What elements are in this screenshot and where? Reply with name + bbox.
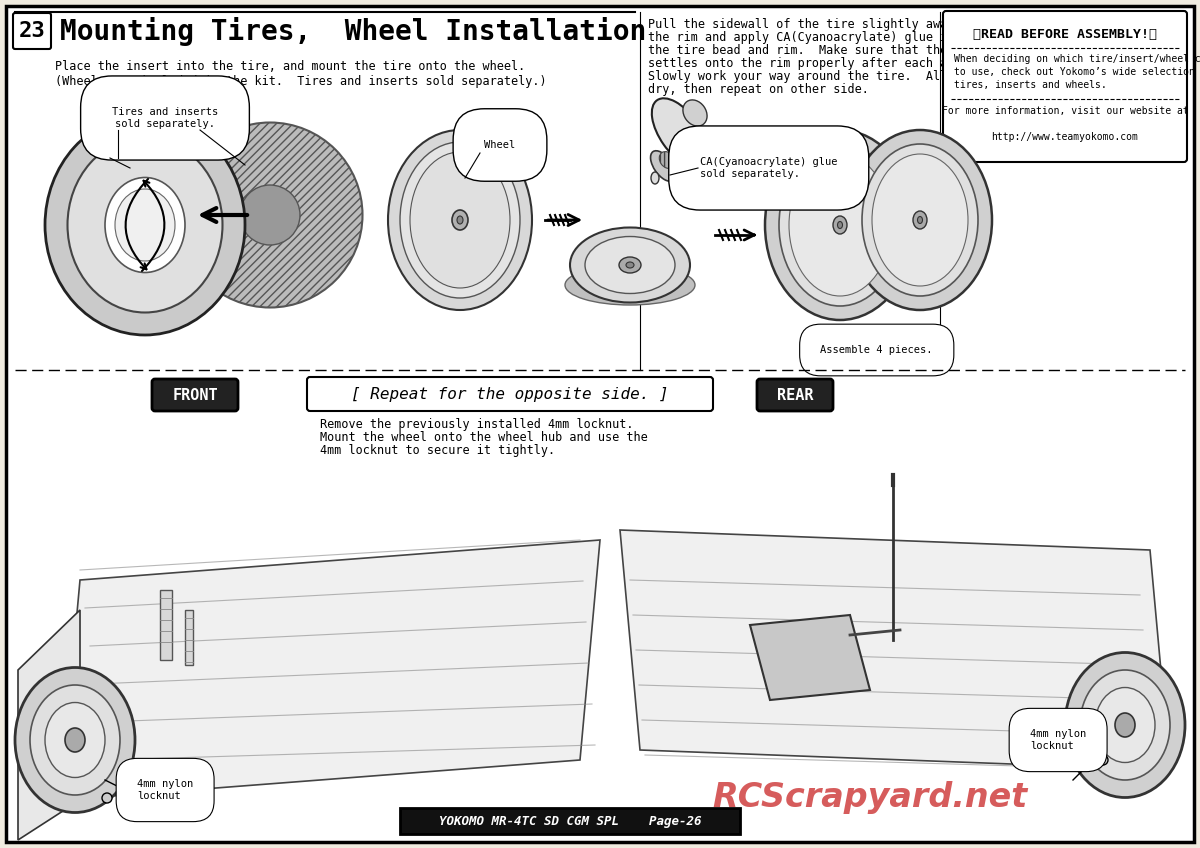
- Text: (Wheels are included in the kit.  Tires and inserts sold separately.): (Wheels are included in the kit. Tires a…: [55, 75, 547, 88]
- Text: [ Repeat for the opposite side. ]: [ Repeat for the opposite side. ]: [352, 388, 668, 403]
- Text: FRONT: FRONT: [172, 388, 218, 404]
- Polygon shape: [620, 530, 1170, 770]
- Ellipse shape: [1096, 688, 1154, 762]
- Ellipse shape: [838, 221, 842, 228]
- Text: YOKOMO MR-4TC SD CGM SPL    Page-26: YOKOMO MR-4TC SD CGM SPL Page-26: [439, 814, 701, 828]
- Ellipse shape: [30, 685, 120, 795]
- Bar: [160, 590, 172, 660]
- Text: settles onto the rim properly after each application.: settles onto the rim properly after each…: [648, 57, 1026, 70]
- Ellipse shape: [766, 130, 916, 320]
- Text: Slowly work your way around the tire.  Allow glue to: Slowly work your way around the tire. Al…: [648, 70, 1019, 83]
- Text: When deciding on which tire/insert/wheel combination: When deciding on which tire/insert/wheel…: [954, 54, 1200, 64]
- Text: REAR: REAR: [776, 388, 814, 404]
- Text: 4mm locknut to secure it tightly.: 4mm locknut to secure it tightly.: [320, 444, 556, 457]
- Ellipse shape: [388, 130, 532, 310]
- Text: the tire bead and rim.  Make sure that the bead: the tire bead and rim. Make sure that th…: [648, 44, 983, 57]
- Text: 「READ BEFORE ASSEMBLY!」: 「READ BEFORE ASSEMBLY!」: [973, 28, 1157, 41]
- Ellipse shape: [650, 151, 676, 181]
- Text: Mount the wheel onto the wheel hub and use the: Mount the wheel onto the wheel hub and u…: [320, 431, 648, 444]
- Ellipse shape: [400, 142, 520, 298]
- Polygon shape: [750, 615, 870, 700]
- Ellipse shape: [570, 227, 690, 303]
- Ellipse shape: [619, 257, 641, 273]
- FancyBboxPatch shape: [943, 11, 1187, 162]
- FancyBboxPatch shape: [152, 379, 238, 411]
- Text: Assemble 4 pieces.: Assemble 4 pieces.: [821, 345, 934, 355]
- Ellipse shape: [565, 265, 695, 305]
- FancyBboxPatch shape: [13, 13, 50, 49]
- Ellipse shape: [1098, 755, 1108, 765]
- Ellipse shape: [848, 130, 992, 310]
- Ellipse shape: [586, 237, 674, 293]
- Text: Tires and inserts
sold separately.: Tires and inserts sold separately.: [112, 107, 218, 129]
- Ellipse shape: [46, 115, 245, 335]
- Ellipse shape: [410, 152, 510, 288]
- Ellipse shape: [102, 793, 112, 803]
- Text: Pull the sidewall of the tire slightly away from: Pull the sidewall of the tire slightly a…: [648, 18, 990, 31]
- Bar: [616, 450, 1190, 840]
- Text: http://www.teamyokomo.com: http://www.teamyokomo.com: [991, 132, 1139, 142]
- Text: RCScrapyard.net: RCScrapyard.net: [713, 782, 1027, 814]
- FancyBboxPatch shape: [307, 377, 713, 411]
- Ellipse shape: [178, 122, 362, 308]
- Ellipse shape: [790, 154, 890, 296]
- Text: 4mm nylon
locknut: 4mm nylon locknut: [137, 779, 193, 801]
- Bar: [400, 808, 740, 834]
- Ellipse shape: [67, 137, 222, 313]
- Ellipse shape: [659, 152, 674, 169]
- Ellipse shape: [1066, 652, 1186, 797]
- Ellipse shape: [683, 100, 707, 126]
- Ellipse shape: [862, 144, 978, 296]
- Ellipse shape: [650, 172, 659, 184]
- Ellipse shape: [65, 728, 85, 752]
- Text: For more information, visit our website at: For more information, visit our website …: [942, 106, 1188, 116]
- Bar: [14, 450, 610, 840]
- Ellipse shape: [14, 667, 134, 812]
- Ellipse shape: [115, 189, 175, 261]
- Ellipse shape: [833, 216, 847, 234]
- Ellipse shape: [913, 211, 928, 229]
- Text: CA(Cyanoacrylate) glue
sold separately.: CA(Cyanoacrylate) glue sold separately.: [700, 157, 838, 179]
- Ellipse shape: [779, 144, 901, 306]
- Text: to use, check out Yokomo’s wide selection of racing: to use, check out Yokomo’s wide selectio…: [954, 67, 1200, 77]
- Ellipse shape: [457, 216, 463, 224]
- Text: dry, then repeat on other side.: dry, then repeat on other side.: [648, 83, 869, 96]
- Ellipse shape: [106, 177, 185, 272]
- Text: 4mm nylon
locknut: 4mm nylon locknut: [1030, 729, 1086, 750]
- Ellipse shape: [918, 216, 923, 224]
- Ellipse shape: [1080, 670, 1170, 780]
- Text: the rim and apply CA(Cyanoacrylate) glue in between: the rim and apply CA(Cyanoacrylate) glue…: [648, 31, 1012, 44]
- Text: Remove the previously installed 4mm locknut.: Remove the previously installed 4mm lock…: [320, 418, 634, 431]
- Text: Place the insert into the tire, and mount the tire onto the wheel.: Place the insert into the tire, and moun…: [55, 60, 526, 73]
- Ellipse shape: [240, 185, 300, 245]
- Ellipse shape: [652, 98, 708, 168]
- Text: tires, inserts and wheels.: tires, inserts and wheels.: [954, 80, 1106, 90]
- Ellipse shape: [46, 702, 106, 778]
- Ellipse shape: [452, 210, 468, 230]
- Ellipse shape: [872, 154, 968, 286]
- Ellipse shape: [1115, 713, 1135, 737]
- Bar: [185, 610, 193, 665]
- Text: Wheel: Wheel: [485, 140, 516, 150]
- Polygon shape: [18, 610, 80, 840]
- Text: 23: 23: [19, 21, 46, 41]
- Polygon shape: [60, 540, 600, 800]
- Ellipse shape: [626, 262, 634, 268]
- Text: Mounting Tires,  Wheel Installation: Mounting Tires, Wheel Installation: [60, 18, 647, 47]
- FancyBboxPatch shape: [757, 379, 833, 411]
